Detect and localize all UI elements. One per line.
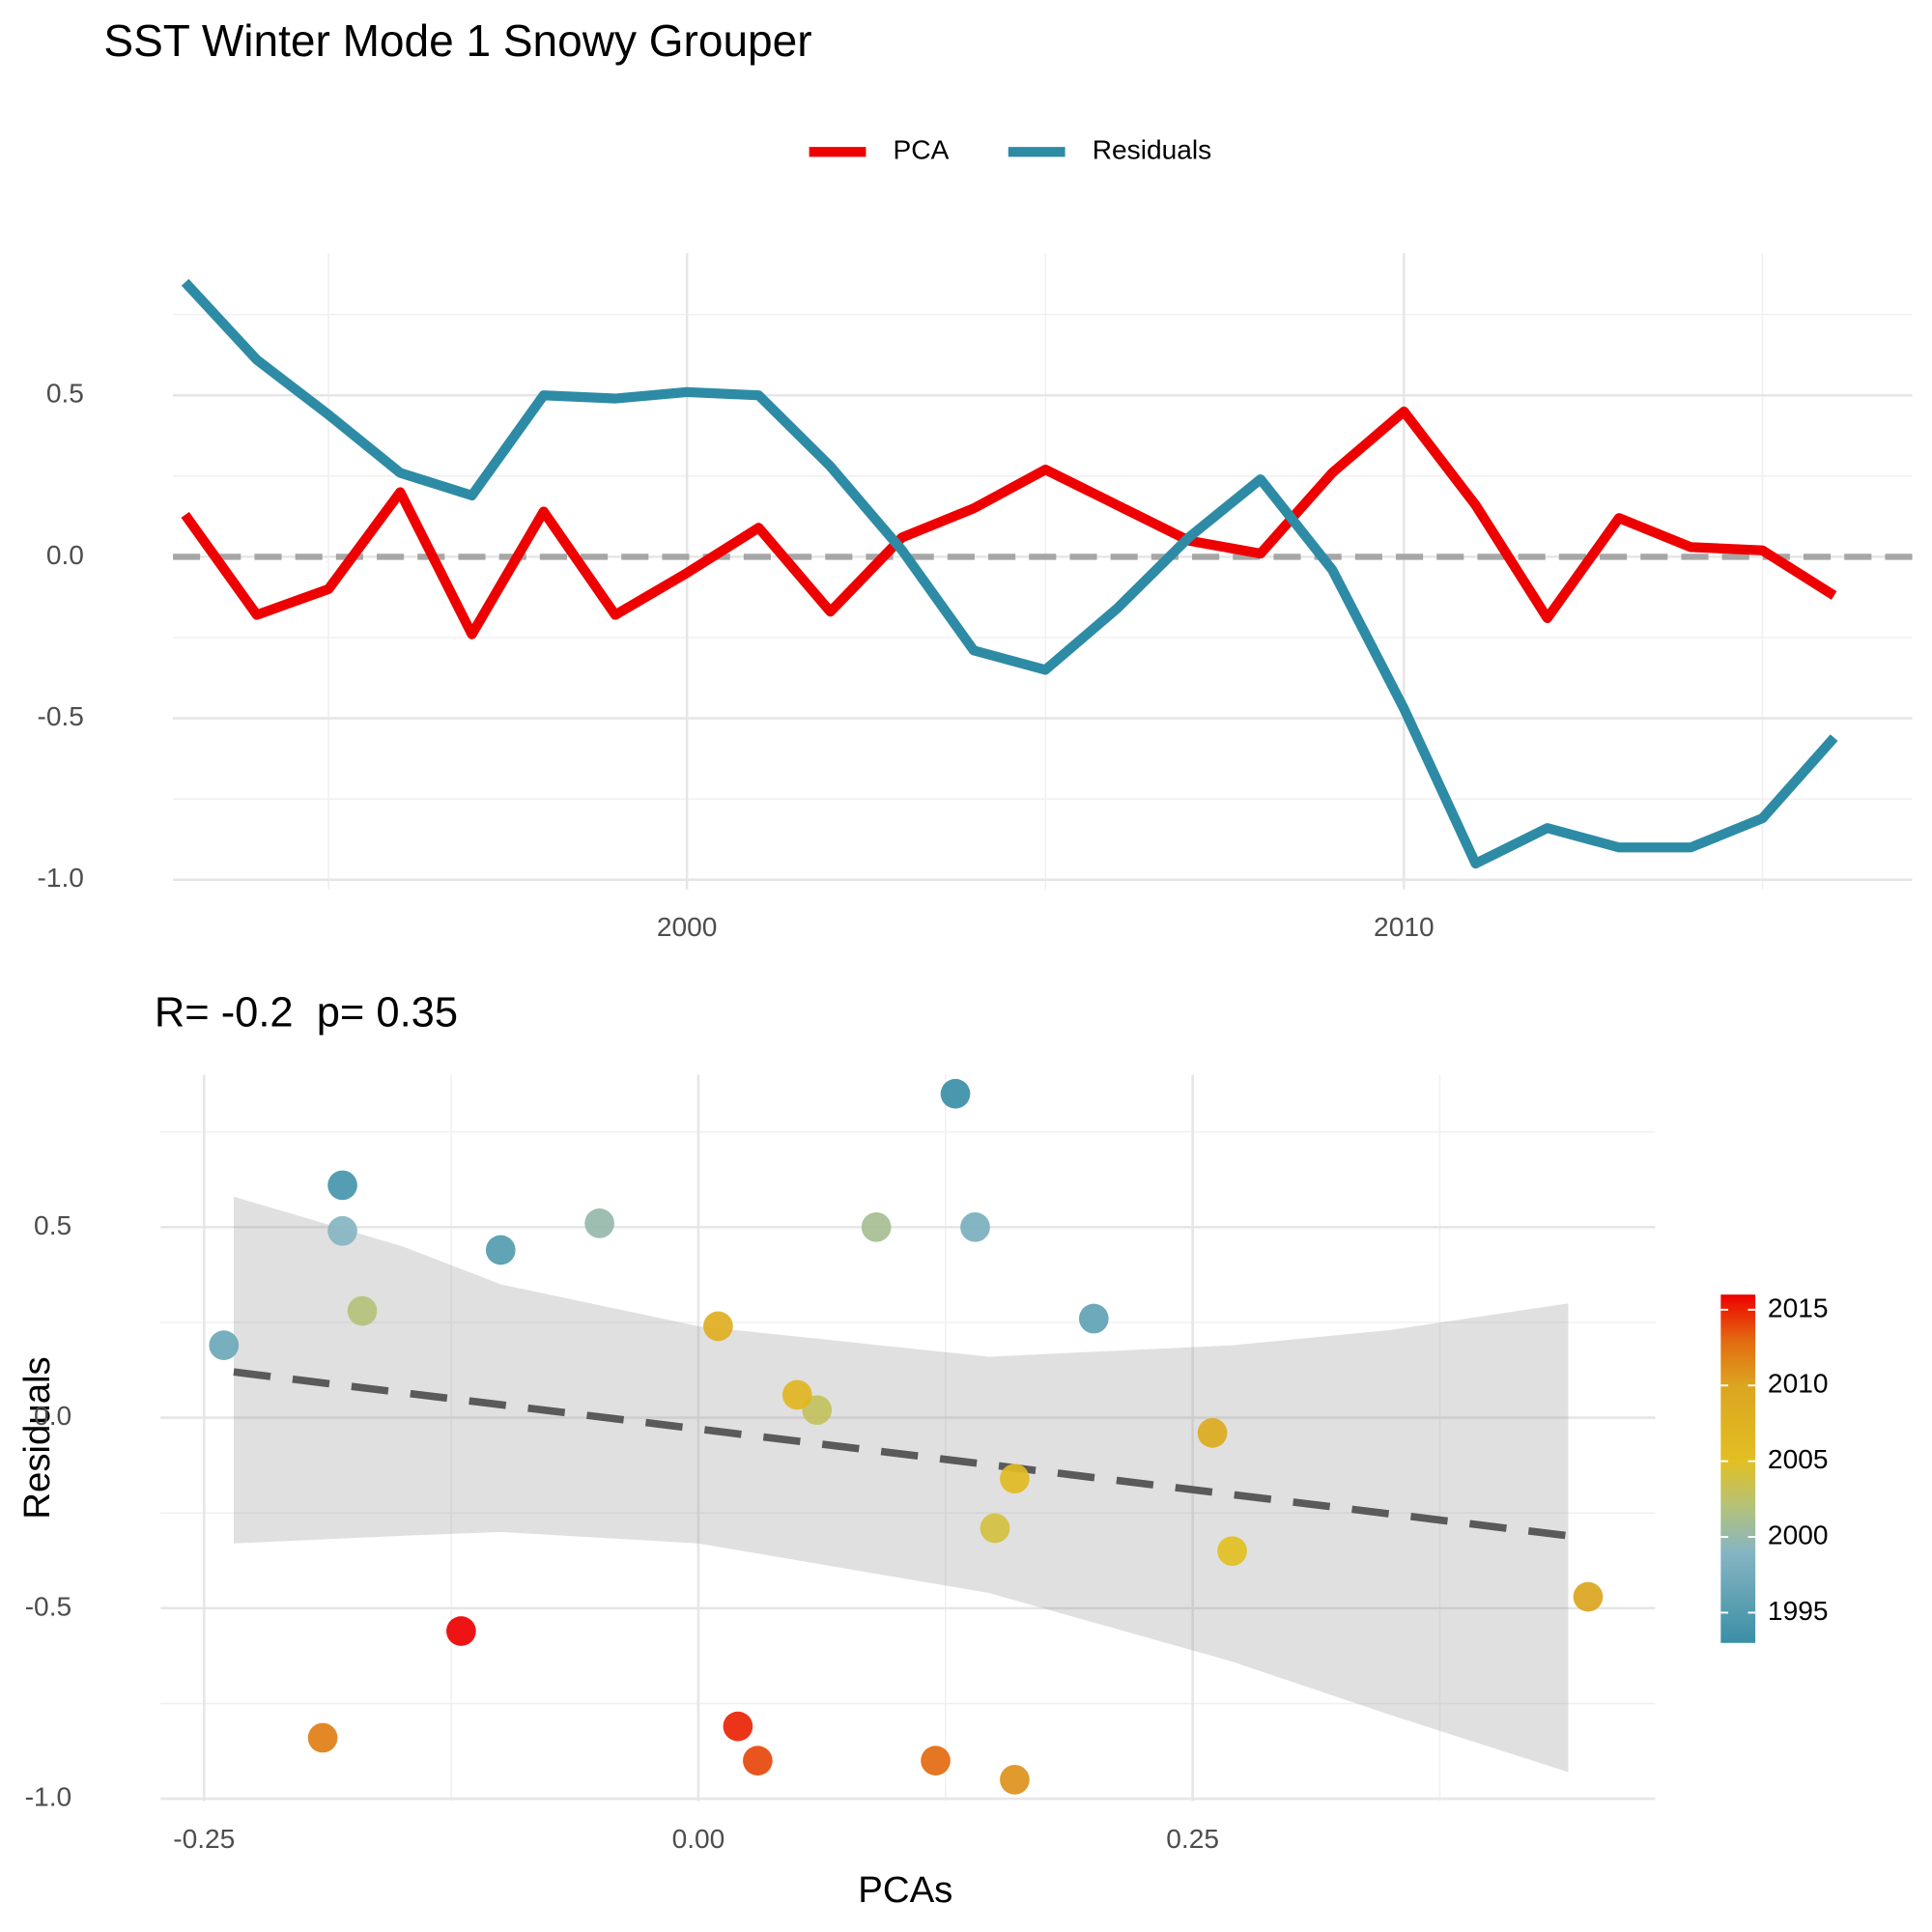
point	[980, 1513, 1010, 1544]
point	[445, 1616, 476, 1646]
y-tick-label: -0.5	[37, 701, 83, 731]
point	[1078, 1303, 1109, 1334]
point	[1217, 1536, 1247, 1567]
point	[921, 1746, 951, 1776]
point	[209, 1330, 240, 1360]
y-tick-label: -1.0	[25, 1782, 71, 1812]
point	[743, 1746, 773, 1776]
point	[723, 1711, 753, 1742]
line	[181, 278, 1838, 869]
point	[861, 1211, 892, 1242]
point	[960, 1211, 990, 1242]
point	[307, 1722, 338, 1753]
point	[1197, 1418, 1228, 1448]
colorbar-label: 2005	[1768, 1444, 1829, 1474]
point	[327, 1170, 357, 1201]
point	[703, 1311, 733, 1342]
x-tick-label: 0.25	[1166, 1824, 1219, 1854]
x-tick-label: 0.00	[672, 1824, 725, 1854]
confidence-band	[233, 1196, 1569, 1773]
y-tick-label: 0.5	[46, 379, 84, 409]
chart-title: SST Winter Mode 1 Snowy Grouper	[103, 15, 811, 66]
y-axis-label: Residuals	[16, 1356, 58, 1519]
y-tick-label: 0.0	[34, 1401, 71, 1431]
point	[1000, 1463, 1030, 1494]
x-tick-label: 2010	[1374, 912, 1435, 942]
y-tick-label: -0.5	[25, 1591, 71, 1621]
x-tick-label: -0.25	[173, 1824, 235, 1854]
scatter-title: R= -0.2 p= 0.35	[155, 990, 458, 1037]
point	[327, 1215, 357, 1246]
colorbar-label: 2010	[1768, 1369, 1829, 1399]
y-tick-label: -1.0	[37, 863, 83, 893]
fit-line	[233, 1368, 1569, 1540]
x-tick-label: 2000	[657, 912, 718, 942]
point	[781, 1379, 812, 1410]
point	[1000, 1765, 1030, 1795]
point	[584, 1208, 614, 1238]
colorbar-label: 2000	[1768, 1520, 1829, 1549]
point	[347, 1295, 378, 1326]
colorbar	[1720, 1294, 1756, 1643]
y-tick-label: 0.5	[34, 1210, 71, 1240]
line	[181, 406, 1837, 639]
x-axis-label: PCAs	[858, 1869, 952, 1911]
legend-label: PCA	[894, 135, 950, 165]
point	[1573, 1581, 1604, 1612]
y-tick-label: 0.0	[46, 540, 84, 570]
point	[940, 1078, 971, 1109]
colorbar-label: 2015	[1768, 1293, 1829, 1322]
legend-label: Residuals	[1093, 135, 1212, 165]
point	[485, 1235, 516, 1265]
colorbar-label: 1995	[1768, 1596, 1829, 1626]
